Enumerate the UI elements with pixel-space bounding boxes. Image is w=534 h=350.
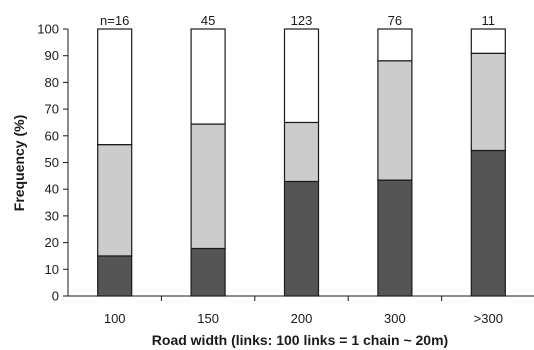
bar-segment-1 (190, 247, 226, 297)
sample-size-label: n=16 (100, 13, 129, 28)
y-tick-label: 90 (45, 48, 59, 63)
sample-size-label: 76 (388, 13, 402, 28)
bar-segment-2 (470, 52, 506, 152)
x-tick-label: 300 (384, 311, 406, 326)
bar-segment-3 (283, 28, 320, 124)
x-tick-label: >300 (474, 311, 503, 326)
y-tick-label: 50 (45, 155, 59, 170)
bars (97, 28, 506, 297)
y-tick-label: 60 (45, 128, 59, 143)
y-tick-label: 20 (45, 235, 59, 250)
y-tick-label: 70 (45, 102, 59, 117)
x-axis-title: Road width (links: 100 links = 1 chain ~… (152, 332, 448, 348)
bar-segment-1 (470, 149, 506, 297)
sample-size-label: 45 (201, 13, 215, 28)
bar-segment-3 (377, 28, 413, 62)
axes: 0 10 20 30 40 50 60 70 80 90 100 100 n=16 150 45 200 123… (37, 13, 534, 326)
bar-segment-2 (190, 123, 226, 250)
bar-segment-1 (97, 255, 133, 297)
sample-size-label: 123 (291, 13, 313, 28)
y-axis-title: Frequency (%) (11, 115, 27, 211)
bar-segment-3 (470, 28, 506, 54)
y-tick-label: 0 (52, 289, 59, 304)
x-tick-label: 100 (104, 311, 126, 326)
bar-segment-1 (377, 179, 413, 297)
bar-segment-2 (283, 121, 320, 183)
bar-segment-2 (377, 60, 413, 181)
y-tick-label: 100 (37, 22, 59, 37)
y-tick-label: 40 (45, 182, 59, 197)
bar-segment-3 (97, 28, 133, 146)
y-tick-label: 10 (45, 262, 59, 277)
x-tick-label: 150 (197, 311, 219, 326)
bar-segment-2 (97, 144, 133, 257)
bar-segment-3 (190, 28, 226, 125)
y-tick-label: 80 (45, 75, 59, 90)
sample-size-label: 11 (482, 13, 496, 28)
bar-segment-1 (283, 180, 320, 297)
x-tick-label: 200 (291, 311, 313, 326)
y-tick-label: 30 (45, 208, 59, 223)
